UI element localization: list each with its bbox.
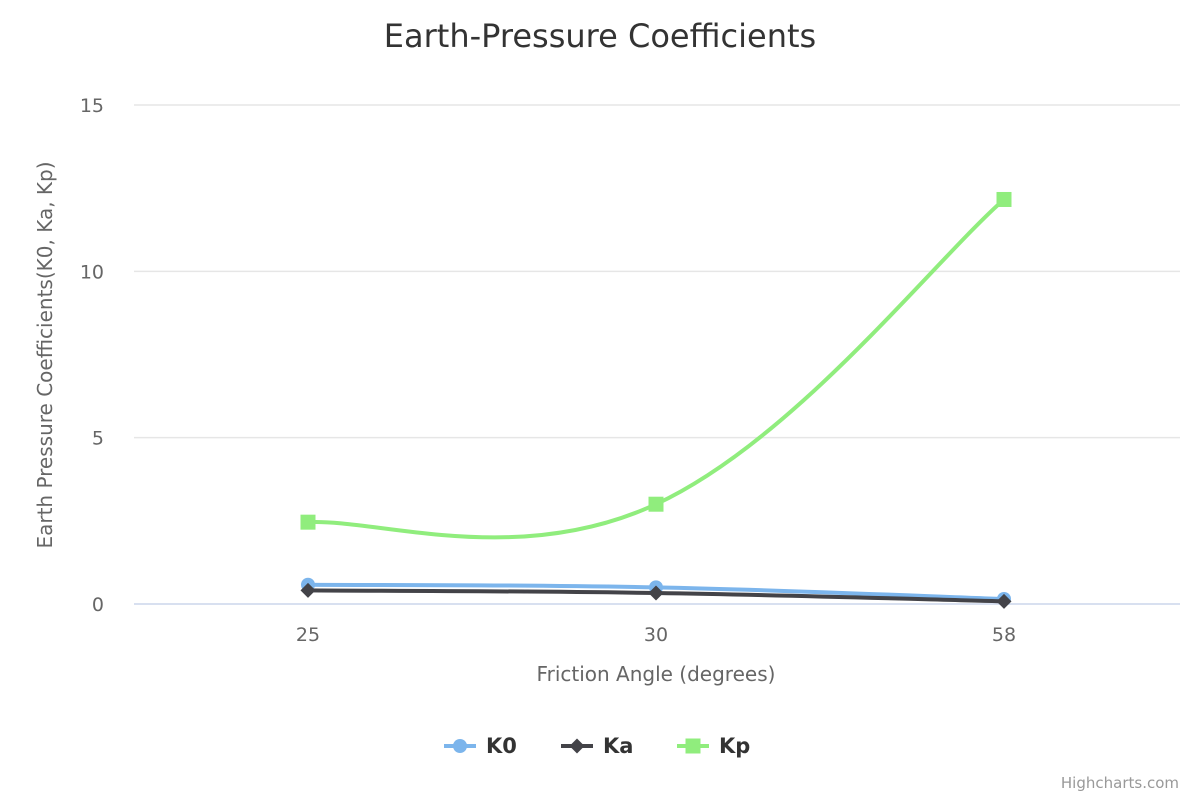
y-tick-label: 15: [80, 95, 104, 117]
y-tick-label: 0: [92, 594, 104, 616]
series-ka: [300, 582, 1012, 609]
circle-marker-icon[interactable]: [453, 739, 467, 753]
square-marker-icon[interactable]: [300, 514, 316, 530]
square-marker-icon[interactable]: [648, 496, 664, 512]
legend: K0 Ka Kp: [444, 734, 750, 758]
legend-item-k0[interactable]: K0: [444, 734, 517, 758]
diamond-marker-icon[interactable]: [300, 582, 316, 598]
square-marker-icon[interactable]: [685, 738, 701, 754]
legend-label: Kp: [719, 734, 750, 758]
series-group: [300, 191, 1012, 609]
chart-title: Earth-Pressure Coefficients: [384, 17, 816, 55]
x-axis-label: Friction Angle (degrees): [537, 662, 776, 686]
x-tick-label: 58: [992, 624, 1016, 646]
credits-link[interactable]: Highcharts.com: [1060, 774, 1179, 792]
x-tick-label: 25: [296, 624, 320, 646]
diamond-marker-icon[interactable]: [996, 593, 1012, 609]
y-axis-label: Earth Pressure Coefficients(K0, Ka, Kp): [33, 161, 57, 548]
legend-label: K0: [486, 734, 517, 758]
y-tick-label: 5: [92, 428, 104, 450]
x-tick-label: 30: [644, 624, 668, 646]
diamond-marker-icon[interactable]: [569, 738, 585, 754]
y-axis-ticks: 0 5 10 15: [80, 95, 104, 616]
legend-item-kp[interactable]: Kp: [677, 734, 750, 758]
x-axis-ticks: 25 30 58: [296, 624, 1016, 646]
legend-item-ka[interactable]: Ka: [561, 734, 633, 758]
diamond-marker-icon[interactable]: [648, 585, 664, 601]
series-kp: [300, 191, 1012, 540]
y-tick-label: 10: [80, 261, 104, 283]
grid-lines: [134, 104, 1180, 605]
series-line: [306, 197, 1006, 540]
legend-label: Ka: [603, 734, 633, 758]
square-marker-icon[interactable]: [996, 191, 1012, 207]
